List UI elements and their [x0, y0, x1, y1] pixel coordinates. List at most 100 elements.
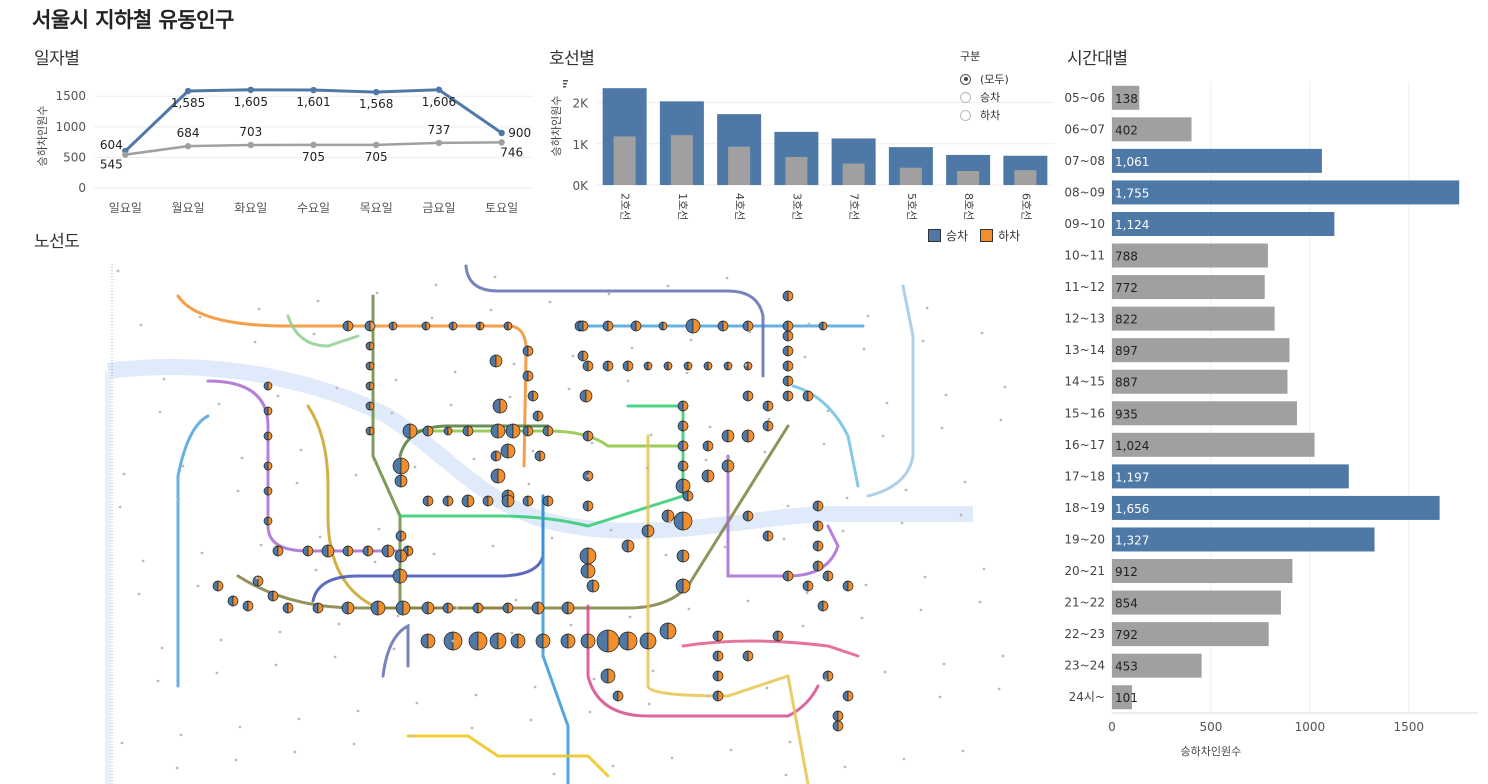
station-marker [712, 650, 724, 662]
data-label: 772 [1115, 281, 1138, 295]
minor-station [297, 717, 301, 721]
station-boarding-slice [522, 345, 529, 357]
legend-item-boarding[interactable]: 승차 [928, 227, 968, 244]
station-marker [212, 580, 224, 592]
station-marker [505, 423, 521, 439]
radio-selected-icon[interactable] [960, 73, 971, 85]
minor-station [278, 630, 282, 634]
minor-station [455, 606, 459, 610]
minor-station [529, 718, 533, 722]
station-marker [772, 630, 784, 642]
station-alighting-slice [232, 595, 239, 607]
station-boarding-slice [395, 530, 402, 542]
station-boarding-slice [602, 320, 609, 332]
minor-station [607, 292, 611, 296]
minor-station [156, 679, 160, 683]
legend-item-alighting[interactable]: 하차 [980, 227, 1020, 244]
y-tick-label: 17~18 [1064, 469, 1105, 483]
minor-station [533, 685, 537, 689]
filter-option-alighting[interactable]: 하차 [960, 106, 1009, 124]
radio-icon[interactable] [960, 91, 971, 103]
station-alighting-slice [267, 516, 273, 526]
station-alighting-slice [687, 490, 694, 502]
y-tick-label: 13~14 [1064, 343, 1105, 357]
minor-station [314, 568, 318, 572]
station-alighting-slice [787, 360, 794, 372]
station-boarding-slice [618, 631, 629, 651]
minor-station [122, 472, 126, 476]
station-alighting-slice [587, 563, 596, 579]
data-label: 737 [427, 123, 450, 137]
station-marker [677, 400, 689, 412]
station-alighting-slice [507, 494, 515, 508]
station-alighting-slice [477, 602, 484, 614]
station-alighting-slice [527, 425, 534, 437]
minor-station [590, 441, 594, 445]
station-marker [742, 320, 754, 332]
station-alighting-slice [567, 601, 575, 615]
filter-option-all[interactable]: (모두) [960, 70, 1009, 88]
minor-station [748, 330, 752, 334]
station-alighting-slice [347, 601, 355, 615]
data-point [184, 87, 192, 95]
minor-station [411, 734, 415, 738]
x-tick-label: 0 [1108, 720, 1116, 734]
minor-station [803, 355, 807, 359]
station-marker [661, 509, 675, 523]
station-marker [302, 545, 314, 557]
y-tick-label: 15~16 [1064, 406, 1105, 420]
station-marker [522, 345, 534, 357]
station-boarding-slice [712, 690, 719, 702]
station-boarding-slice [560, 633, 569, 649]
station-alighting-slice [409, 423, 418, 439]
station-alighting-slice [707, 440, 714, 452]
y-tick-label: 21~22 [1064, 596, 1105, 610]
station-boarding-slice [531, 601, 539, 615]
station-marker [842, 690, 854, 702]
minor-station [470, 726, 474, 730]
station-alighting-slice [369, 401, 375, 411]
hour-bar [1112, 306, 1275, 331]
station-alighting-slice [257, 575, 264, 587]
subway-line [176, 294, 528, 468]
station-marker [535, 633, 551, 649]
bar-alighting [957, 170, 980, 185]
station-boarding-slice [395, 600, 404, 616]
data-label: 101 [1115, 691, 1138, 705]
station-alighting-slice [539, 450, 546, 462]
data-point [310, 141, 317, 149]
subway-line [464, 264, 765, 378]
station-alighting-slice [400, 530, 407, 542]
bar-alighting [785, 156, 808, 185]
subway-line [306, 404, 510, 610]
station-boarding-slice [677, 460, 684, 472]
station-marker [443, 631, 463, 651]
y-tick-label: 1K [572, 138, 589, 152]
subway-map-canvas[interactable] [28, 256, 1038, 784]
station-marker [643, 361, 653, 371]
station-marker [682, 490, 694, 502]
station-boarding-slice [342, 545, 349, 557]
station-alighting-slice [607, 360, 614, 372]
station-marker [448, 321, 458, 331]
line-bar-chart[interactable]: 0K 1K 2K 승하차인원수 2호선 1호선 4호선 3호선 7호선 5호선 8호선 6호선 [548, 76, 1058, 222]
filter-option-boarding[interactable]: 승차 [960, 88, 1009, 106]
minor-station [826, 409, 830, 413]
station-marker [263, 486, 273, 496]
subway-map[interactable] [28, 256, 1038, 784]
station-boarding-slice [522, 370, 529, 382]
data-label: 1,755 [1115, 186, 1149, 200]
minor-station [786, 504, 790, 508]
station-marker [462, 425, 474, 437]
subway-line [176, 414, 210, 688]
station-marker [394, 474, 408, 488]
category-filter[interactable]: 구분 (모두) 승차 하차 [960, 48, 1009, 124]
station-marker [489, 632, 507, 650]
station-marker [673, 511, 693, 531]
station-marker [365, 426, 375, 436]
radio-icon[interactable] [960, 109, 971, 121]
station-marker [822, 570, 834, 582]
hourly-bar-chart[interactable]: 0 500 1000 1500 승하차인원수 05~06 138 06~07 402 07~08 1… [1060, 76, 1488, 760]
station-boarding-slice [673, 511, 684, 531]
